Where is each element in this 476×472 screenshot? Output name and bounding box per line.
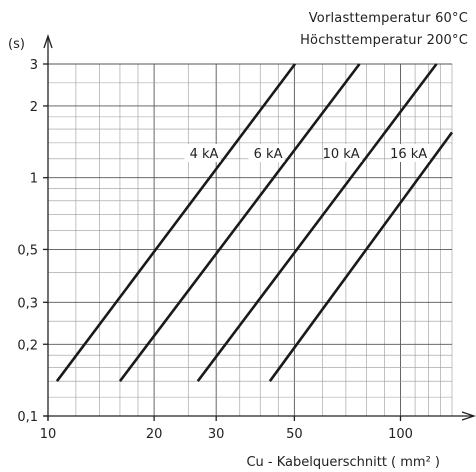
preload-temperature-note: Vorlasttemperatur 60°C xyxy=(309,11,468,26)
series-label-background xyxy=(248,144,285,162)
labels: 10 20 30 50 100 0,1 0,2 0,3 0,5 1 2 3 4 kA 6 kA 10 kA 1… xyxy=(17,58,430,442)
y-tick-label: 0,5 xyxy=(17,243,38,258)
series-line xyxy=(118,63,361,382)
y-tick-label: 0,3 xyxy=(17,296,38,311)
series-label: 4 kA xyxy=(190,147,219,162)
series-label: 10 kA xyxy=(323,147,360,162)
series-line xyxy=(55,63,297,382)
series-line xyxy=(196,63,438,382)
y-tick-label: 2 xyxy=(30,100,38,115)
x-axis-title: Cu - Kabelquerschnitt ( mm² ) xyxy=(246,455,440,470)
x-axis-arrow xyxy=(461,411,476,421)
y-tick-label: 0,2 xyxy=(17,338,38,353)
series-label-background xyxy=(325,144,362,162)
y-tick-label: 0,1 xyxy=(17,410,38,425)
series-label: 6 kA xyxy=(254,147,283,162)
x-tick-label: 50 xyxy=(286,427,303,442)
series-label-background xyxy=(393,144,430,162)
x-tick-label: 30 xyxy=(208,427,225,442)
y-tick-label: 1 xyxy=(30,172,38,187)
y-axis-arrow xyxy=(43,33,53,49)
grid xyxy=(47,63,453,417)
x-tick-label: 10 xyxy=(40,427,57,442)
series-label: 16 kA xyxy=(390,147,427,162)
series-line xyxy=(268,131,454,382)
x-tick-label: 100 xyxy=(388,427,413,442)
axes xyxy=(43,33,476,421)
max-temperature-note: Höchsttemperatur 200°C xyxy=(300,33,468,48)
x-tick-label: 20 xyxy=(146,427,163,442)
y-tick-label: 3 xyxy=(30,58,38,73)
y-axis-unit-label: (s) xyxy=(8,37,25,52)
series-label-background xyxy=(184,144,221,162)
series-lines xyxy=(55,63,454,382)
